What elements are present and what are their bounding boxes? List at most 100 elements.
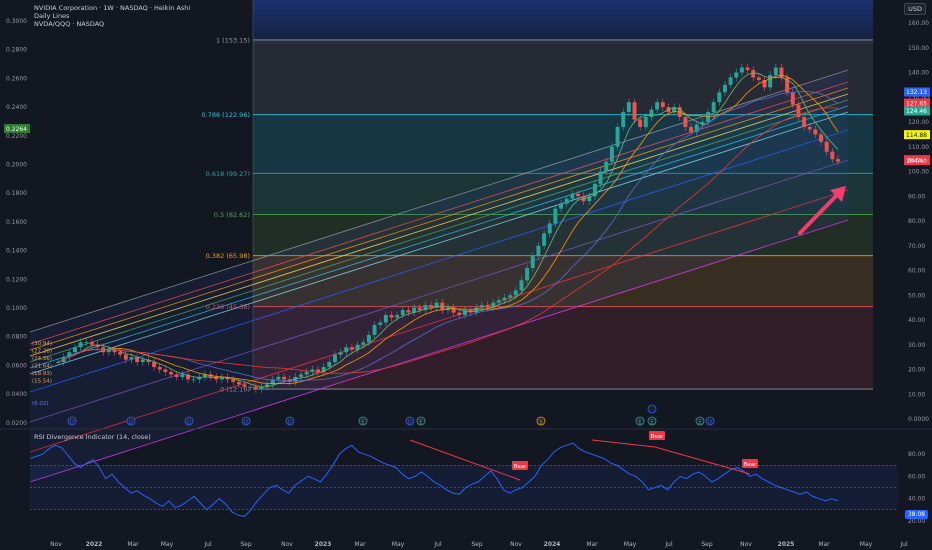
- candle-body: [457, 312, 462, 316]
- price-label: 127.65: [906, 100, 927, 107]
- top-zone: [253, 0, 873, 44]
- candle-body: [378, 322, 383, 325]
- candle-body: [479, 305, 484, 308]
- candle-body: [429, 305, 434, 308]
- candle-body: [632, 102, 637, 120]
- candle-body: [135, 357, 140, 363]
- candle-body: [587, 196, 592, 202]
- candle-body: [564, 198, 569, 204]
- price-label: 104.40: [906, 158, 927, 165]
- candle-body: [400, 310, 405, 316]
- rsi-axis-tick: 20.00: [908, 518, 925, 525]
- divergence-label-bg: [512, 461, 528, 470]
- candle-body: [253, 386, 258, 390]
- event-marker: [536, 416, 546, 426]
- x-axis-tick: Jul: [664, 541, 673, 548]
- channel-line: [29, 111, 849, 375]
- candle-body: [304, 371, 309, 375]
- candle-body: [734, 72, 739, 78]
- candle-body: [807, 126, 812, 130]
- candle-body: [700, 122, 705, 125]
- candle-body: [638, 119, 643, 127]
- divergence-label: Bear: [514, 464, 528, 470]
- right-axis-tick: 110.00: [908, 144, 929, 151]
- price-label: 124.46: [906, 108, 927, 115]
- candle-body: [417, 307, 422, 311]
- candle-body: [355, 344, 360, 350]
- candle-body: [434, 302, 439, 308]
- chart-title: NVIDIA Corporation · 1W · NASDAQ · Heiki…: [34, 4, 191, 12]
- candle-body: [513, 290, 518, 296]
- candle-body: [683, 117, 688, 127]
- ma-red: [57, 107, 839, 374]
- rsi-title: RSI Divergence Indicator (14, close): [34, 433, 151, 441]
- rsi-current-value: 38.08: [904, 510, 928, 519]
- candle-body: [643, 117, 648, 127]
- x-axis-tick: May: [624, 541, 637, 548]
- candle-body: [785, 77, 790, 93]
- candle-body: [327, 362, 332, 368]
- channel-line: [29, 69, 849, 333]
- right-axis-tick: 120.00: [908, 119, 929, 126]
- candle-body: [604, 161, 609, 172]
- event-marker-label: E: [638, 420, 642, 426]
- event-marker-label: D: [244, 420, 248, 426]
- price-label-bg: [904, 98, 930, 108]
- candle-body: [649, 109, 654, 118]
- candle-body: [756, 77, 761, 80]
- candle-body: [711, 102, 716, 113]
- candle-body: [169, 371, 174, 375]
- x-axis-tick: Sep: [471, 541, 483, 548]
- candle-body: [332, 354, 337, 363]
- candle-body: [592, 183, 597, 197]
- candle-body: [655, 102, 660, 110]
- price-label: 132.13: [906, 89, 927, 96]
- event-marker-label: E: [361, 420, 365, 426]
- fib-label: 0.786 (122.96): [202, 111, 251, 119]
- candle-body: [84, 342, 89, 344]
- candle-body: [553, 208, 558, 224]
- candle-body: [739, 67, 744, 73]
- right-axis-tick: 60.00: [908, 268, 925, 275]
- candle-body: [191, 379, 196, 381]
- countdown-label: 6d 6h: [908, 158, 922, 164]
- candle-body: [344, 347, 349, 353]
- compare-symbol: NVDA/QQQ · NASDAQ: [34, 20, 105, 28]
- divergence-line: [409, 439, 521, 481]
- fib-label: 0.618 (99.27): [206, 170, 250, 178]
- event-marker: [416, 416, 426, 426]
- left-axis-tick: 0.1200: [6, 276, 27, 283]
- left-axis-tick: 0.1800: [6, 190, 27, 197]
- event-marker: [241, 416, 251, 426]
- candle-body: [802, 117, 807, 127]
- candle-body: [706, 112, 710, 122]
- left-axis-tick: 0.0800: [6, 334, 27, 341]
- candle-body: [609, 146, 614, 162]
- channel-value-label: (6.02): [32, 401, 49, 407]
- candle-body: [491, 302, 496, 308]
- right-axis-tick: 70.00: [908, 243, 925, 250]
- channel-value-label: (30.94): [32, 341, 52, 347]
- currency-button[interactable]: USD: [904, 3, 926, 15]
- left-axis-tick: 0.2800: [6, 47, 27, 54]
- price-label-bg: [904, 156, 930, 166]
- rsi-axis-tick: 40.00: [908, 496, 925, 503]
- candle-body: [694, 124, 699, 132]
- channel-line: [29, 129, 849, 393]
- candle-body: [542, 233, 547, 246]
- candle-body: [626, 102, 631, 113]
- right-axis-tick: 10.00: [908, 391, 925, 398]
- x-axis-tick: Mar: [586, 541, 598, 548]
- event-marker-label: D: [129, 420, 133, 426]
- channel-line: [29, 159, 849, 423]
- x-axis-tick: May: [392, 541, 405, 548]
- fib-label: 0.5 (82.62): [214, 211, 250, 219]
- candle-body: [745, 67, 750, 71]
- candle-body: [536, 245, 541, 256]
- candle-body: [819, 134, 824, 142]
- x-axis-tick: Sep: [701, 541, 713, 548]
- candle-body: [236, 381, 241, 385]
- candle-body: [615, 126, 620, 147]
- candle-body: [412, 307, 417, 313]
- x-axis-tick: Mar: [354, 541, 366, 548]
